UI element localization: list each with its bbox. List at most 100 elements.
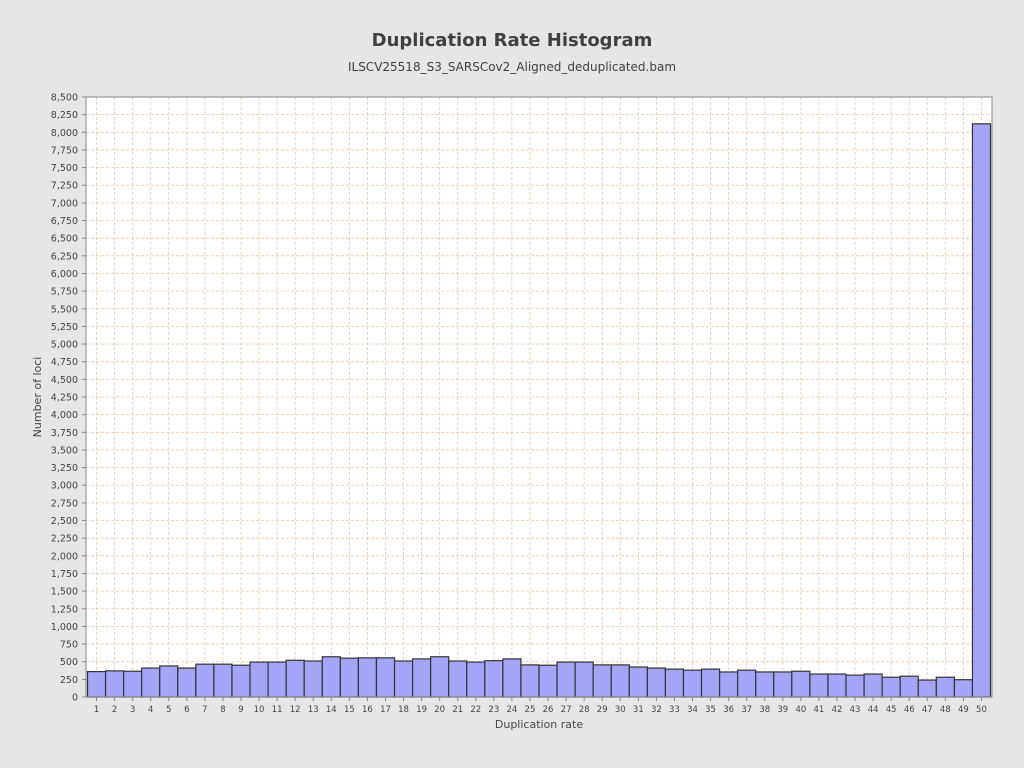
grid-lines [86, 97, 992, 697]
bar-25 [520, 664, 540, 698]
bar-48 [935, 676, 955, 698]
bar-23 [484, 660, 504, 698]
x-tick-label: 26 [543, 705, 554, 715]
bar-28 [574, 661, 594, 698]
x-tick-label: 39 [777, 705, 788, 715]
bar-5 [159, 665, 179, 698]
bar-2 [104, 670, 125, 698]
bar-16 [357, 657, 378, 698]
x-tick-label: 21 [452, 705, 463, 715]
y-tick-label: 2,000 [51, 551, 78, 562]
x-tick-label: 50 [976, 705, 987, 715]
bar-45 [881, 676, 901, 698]
bar-31 [628, 666, 648, 698]
chart-title: Duplication Rate Histogram [371, 30, 653, 51]
bar-14 [321, 656, 341, 698]
bar-12 [285, 659, 305, 698]
x-tick-label: 44 [868, 705, 879, 715]
y-tick-label: 5,000 [51, 340, 78, 351]
y-tick-label: 4,750 [51, 357, 78, 368]
bar-39 [773, 671, 793, 698]
x-tick-label: 8 [220, 705, 225, 715]
y-tick-label: 2,250 [51, 534, 78, 545]
x-tick-label: 37 [741, 705, 752, 715]
y-tick-label: 1,750 [51, 569, 78, 580]
y-tick-label: 1,500 [51, 587, 78, 598]
x-tick-label: 22 [470, 705, 481, 715]
bar-40 [791, 670, 811, 698]
bar-43 [845, 674, 865, 698]
bar-34 [682, 669, 703, 698]
bar-29 [592, 664, 612, 698]
bar-42 [827, 673, 847, 698]
bar-9 [231, 664, 251, 698]
x-tick-label: 17 [380, 705, 391, 715]
y-axis: 0 250 500 750 1,000 1,250 1,500 1,750 2,000 2,250… [51, 93, 86, 704]
x-tick-label: 41 [814, 705, 825, 715]
y-tick-label: 1,000 [51, 622, 78, 633]
x-tick-label: 7 [202, 705, 207, 715]
y-tick-label: 500 [60, 657, 78, 668]
x-tick-label: 36 [723, 705, 734, 715]
x-tick-label: 38 [759, 705, 770, 715]
y-tick-label: 6,500 [51, 234, 78, 245]
x-tick-label: 11 [272, 705, 283, 715]
bar-18 [393, 660, 414, 698]
x-tick-label: 34 [687, 705, 698, 715]
bar-41 [809, 673, 829, 698]
x-tick-label: 23 [488, 705, 499, 715]
bar-30 [610, 664, 630, 698]
y-tick-label: 3,750 [51, 428, 78, 439]
x-tick-label: 40 [795, 705, 806, 715]
x-tick-label: 25 [525, 705, 536, 715]
bar-1 [86, 670, 107, 698]
y-tick-label: 1,250 [51, 604, 78, 615]
x-tick-label: 31 [633, 705, 644, 715]
y-tick-label: 6,750 [51, 216, 78, 227]
x-tick-label: 3 [130, 705, 135, 715]
x-tick-label: 10 [254, 705, 265, 715]
x-tick-label: 19 [416, 705, 427, 715]
bar-50 [971, 123, 992, 698]
x-tick-label: 1 [94, 705, 99, 715]
y-tick-label: 4,500 [51, 375, 78, 386]
bar-8 [213, 663, 233, 698]
y-axis-label: Number of loci [31, 357, 44, 438]
y-tick-label: 7,250 [51, 181, 78, 192]
y-tick-label: 4,000 [51, 410, 78, 421]
y-tick-label: 5,750 [51, 287, 78, 298]
x-tick-label: 30 [615, 705, 626, 715]
y-tick-label: 2,500 [51, 516, 78, 527]
bar-36 [718, 671, 739, 698]
x-tick-label: 28 [579, 705, 590, 715]
y-tick-label: 4,250 [51, 393, 78, 404]
x-tick-label: 4 [148, 705, 153, 715]
bar-19 [411, 658, 432, 698]
bar-38 [755, 671, 775, 698]
bar-15 [339, 657, 359, 698]
y-tick-label: 3,250 [51, 463, 78, 474]
bar-26 [538, 664, 558, 698]
bar-46 [899, 675, 919, 698]
x-tick-label: 9 [238, 705, 243, 715]
x-tick-label: 47 [922, 705, 933, 715]
y-tick-label: 7,000 [51, 198, 78, 209]
y-tick-label: 750 [60, 640, 78, 651]
bar-24 [502, 658, 522, 698]
y-tick-label: 5,500 [51, 304, 78, 315]
x-tick-label: 29 [597, 705, 608, 715]
y-tick-label: 8,500 [51, 93, 78, 104]
bar-44 [863, 673, 883, 698]
y-tick-label: 6,000 [51, 269, 78, 280]
bar-27 [556, 661, 576, 698]
x-axis: 1 2 3 4 5 6 7 8 9 10 11 12 13 14 15 16 17 18 19 20 21 22 23 24 2… [94, 697, 987, 715]
y-tick-label: 3,500 [51, 445, 78, 456]
bar-47 [917, 679, 937, 698]
bar-4 [141, 667, 161, 698]
bar-37 [737, 669, 757, 698]
x-tick-label: 18 [398, 705, 409, 715]
bar-11 [267, 661, 287, 698]
x-tick-label: 35 [705, 705, 716, 715]
y-tick-label: 6,250 [51, 251, 78, 262]
